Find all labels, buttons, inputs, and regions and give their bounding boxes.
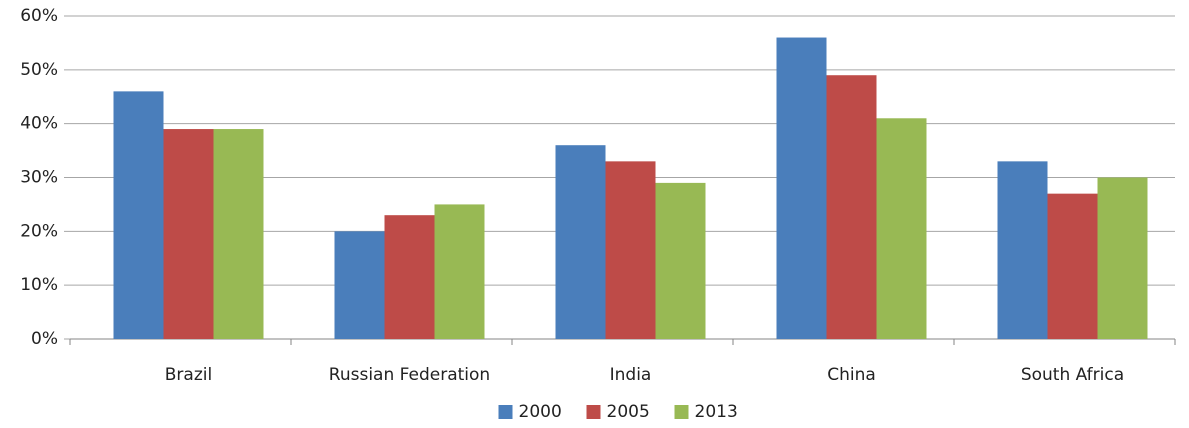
bar xyxy=(1097,177,1148,339)
y-tick-label: 60% xyxy=(20,6,58,26)
x-tick-label: Russian Federation xyxy=(329,365,490,385)
legend-label: 2005 xyxy=(607,402,650,422)
bar xyxy=(384,215,435,339)
bar xyxy=(434,204,485,339)
x-tick-label: China xyxy=(827,365,876,385)
y-tick-label: 30% xyxy=(20,168,58,188)
x-tick-label: India xyxy=(610,365,652,385)
y-tick-label: 20% xyxy=(20,221,58,241)
bar xyxy=(826,75,877,339)
bar xyxy=(163,129,214,339)
legend-label: 2013 xyxy=(695,402,738,422)
x-tick-label: South Africa xyxy=(1021,365,1124,385)
bar xyxy=(213,129,264,339)
bar xyxy=(605,161,656,339)
y-tick-label: 0% xyxy=(31,329,58,349)
bar xyxy=(113,91,164,339)
bar xyxy=(1047,193,1098,339)
legend-label: 2000 xyxy=(519,402,562,422)
bar xyxy=(997,161,1048,339)
y-tick-label: 40% xyxy=(20,114,58,134)
y-tick-label: 10% xyxy=(20,275,58,295)
y-tick-label: 50% xyxy=(20,60,58,80)
bar xyxy=(555,145,606,339)
bar xyxy=(776,37,827,340)
x-tick-label: Brazil xyxy=(165,365,212,385)
legend-swatch xyxy=(586,405,601,419)
bar xyxy=(655,182,706,339)
bar xyxy=(334,231,385,339)
bar xyxy=(876,118,927,340)
legend-swatch xyxy=(674,405,689,419)
legend-swatch xyxy=(498,405,513,419)
